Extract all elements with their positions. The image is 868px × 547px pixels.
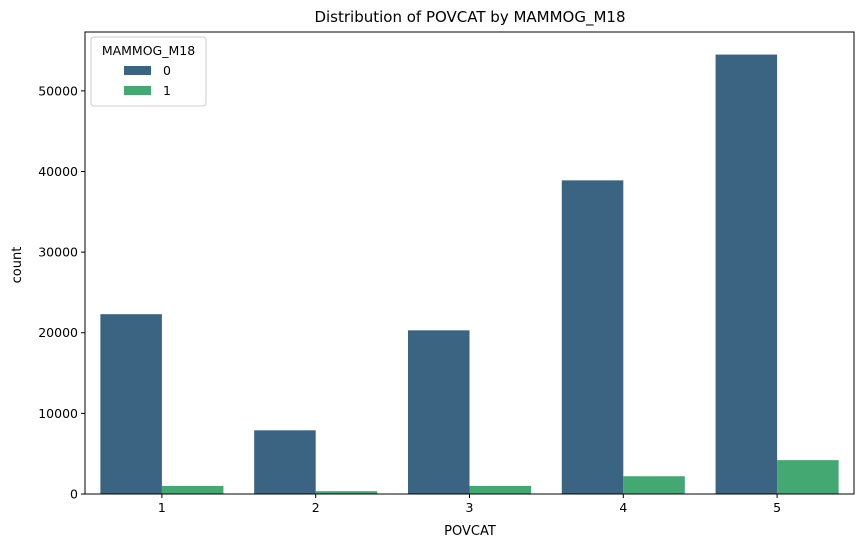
legend-swatch-1 bbox=[124, 86, 151, 95]
legend: MAMMOG_M18 0 1 bbox=[90, 36, 207, 107]
y-tick-label: 0 bbox=[70, 487, 78, 502]
y-tick-label: 30000 bbox=[38, 245, 78, 260]
legend-label-0: 0 bbox=[163, 63, 171, 78]
bar-series-0-cat-4 bbox=[561, 180, 624, 494]
bar-series-1-cat-3 bbox=[469, 485, 532, 494]
legend-label-1: 1 bbox=[163, 83, 171, 98]
x-tick-label: 4 bbox=[619, 500, 627, 515]
chart-title: Distribution of POVCAT by MAMMOG_M18 bbox=[314, 8, 625, 27]
y-axis-label: count bbox=[10, 247, 25, 284]
x-tick-label: 2 bbox=[312, 500, 320, 515]
x-axis-label: POVCAT bbox=[444, 524, 496, 539]
x-tick-label: 3 bbox=[466, 500, 474, 515]
x-tick-label: 1 bbox=[158, 500, 166, 515]
y-tick-label: 40000 bbox=[38, 164, 78, 179]
bar-series-0-cat-1 bbox=[100, 314, 162, 494]
x-axis: 1 2 3 4 5 bbox=[158, 494, 781, 515]
bar-series-1-cat-2 bbox=[315, 491, 378, 494]
y-tick-label: 50000 bbox=[38, 83, 78, 98]
plot-area bbox=[84, 31, 855, 495]
x-tick-label: 5 bbox=[773, 500, 781, 515]
legend-title: MAMMOG_M18 bbox=[102, 43, 195, 58]
bar-series-1-cat-1 bbox=[161, 485, 224, 494]
y-tick-label: 20000 bbox=[38, 325, 78, 340]
bar-series-0-cat-3 bbox=[407, 330, 470, 494]
y-axis: 0 10000 20000 30000 40000 50000 bbox=[38, 83, 85, 502]
bar-series-1-cat-4 bbox=[623, 476, 685, 494]
bar-series-1-cat-5 bbox=[777, 460, 839, 494]
legend-swatch-0 bbox=[124, 66, 151, 75]
y-tick-label: 10000 bbox=[38, 406, 78, 421]
bar-series-0-cat-2 bbox=[254, 430, 316, 494]
bar-series-0-cat-5 bbox=[715, 54, 778, 494]
